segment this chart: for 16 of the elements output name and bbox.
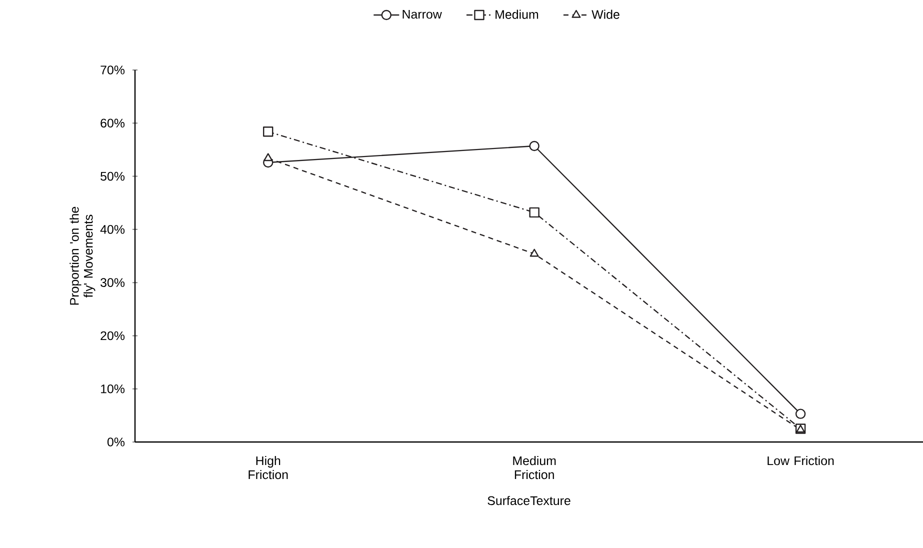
x-tick-label: High Friction: [248, 456, 288, 480]
x-tick-label: Medium Friction: [513, 456, 556, 480]
legend-label: Wide: [592, 10, 620, 19]
legend-label: Medium: [496, 10, 538, 19]
legend-label: Narrow: [402, 10, 442, 19]
y-tick-label: 50%: [100, 172, 125, 181]
x-axis-title: SurfaceTexture: [488, 496, 570, 506]
y-tick-label: 60%: [100, 118, 125, 128]
y-axis-title: Proportion 'on the fly' Movements: [70, 206, 96, 305]
y-tick-label: 30%: [100, 278, 125, 287]
y-tick-label: 0%: [107, 438, 125, 446]
x-tick-label: Low Friction: [768, 456, 834, 466]
y-tick-label: 70%: [100, 66, 125, 74]
y-tick-label: 20%: [100, 331, 125, 340]
y-tick-label: 10%: [101, 384, 125, 394]
y-tick-label: 40%: [100, 225, 125, 234]
